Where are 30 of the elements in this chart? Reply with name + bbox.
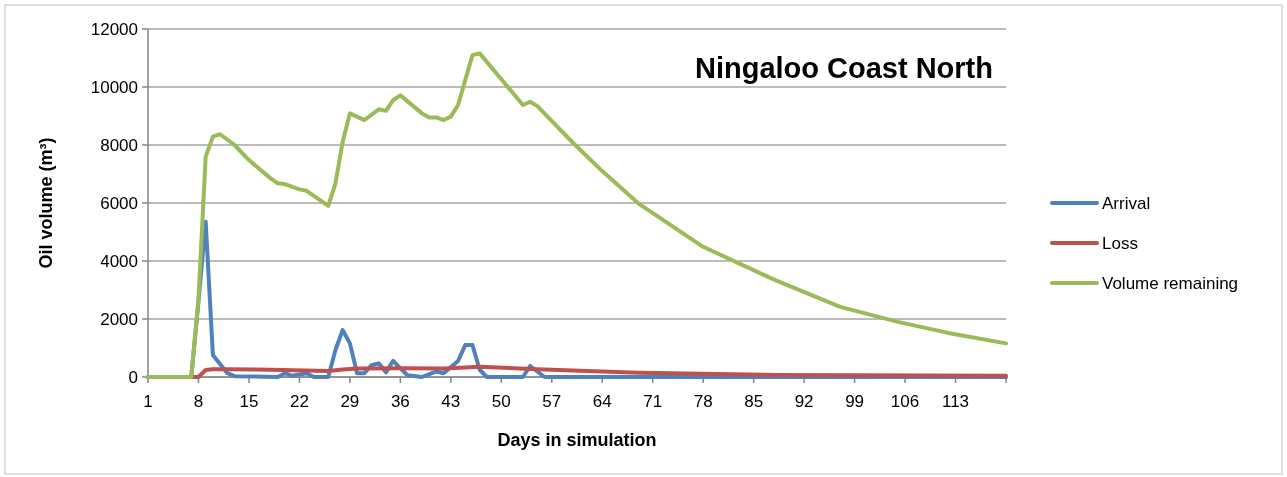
x-tick-label: 92: [794, 392, 814, 411]
y-tick-label: 4000: [100, 251, 138, 271]
legend-label: Loss: [1102, 233, 1138, 253]
x-tick-label: 106: [890, 392, 920, 411]
text: Ningaloo Coast North: [694, 52, 993, 84]
y-axis-title: Oil volume (m³): [36, 137, 56, 269]
x-tick-label: 36: [390, 392, 410, 411]
x-tick-label: 29: [340, 392, 360, 411]
x-tick-label: 43: [441, 392, 461, 411]
y-tick-label: 6000: [100, 193, 138, 213]
legend-label: Arrival: [1102, 193, 1151, 213]
x-tick-label: 113: [941, 392, 970, 411]
x-tick-label: 71: [643, 392, 663, 411]
x-tick-label: 22: [289, 392, 309, 411]
y-tick-label: 0: [128, 367, 138, 387]
y-tick-label: 10000: [90, 77, 138, 97]
x-tick-label: 85: [744, 392, 764, 411]
x-tick-label: 15: [239, 392, 259, 411]
y-tick-label: 8000: [100, 135, 138, 155]
x-tick-label: 1: [143, 392, 153, 411]
x-tick-label: 78: [693, 392, 713, 411]
x-tick-label: 57: [542, 392, 562, 411]
y-tick-label: 12000: [90, 19, 138, 39]
x-axis-title: Days in simulation: [497, 430, 657, 450]
x-tick-label: 8: [193, 392, 204, 411]
legend-label: Volume remaining: [1102, 273, 1239, 293]
x-tick-label: 99: [845, 392, 865, 411]
x-tick-label: 50: [491, 392, 511, 411]
y-tick-label: 2000: [100, 309, 138, 329]
x-tick-label: 64: [592, 392, 612, 411]
